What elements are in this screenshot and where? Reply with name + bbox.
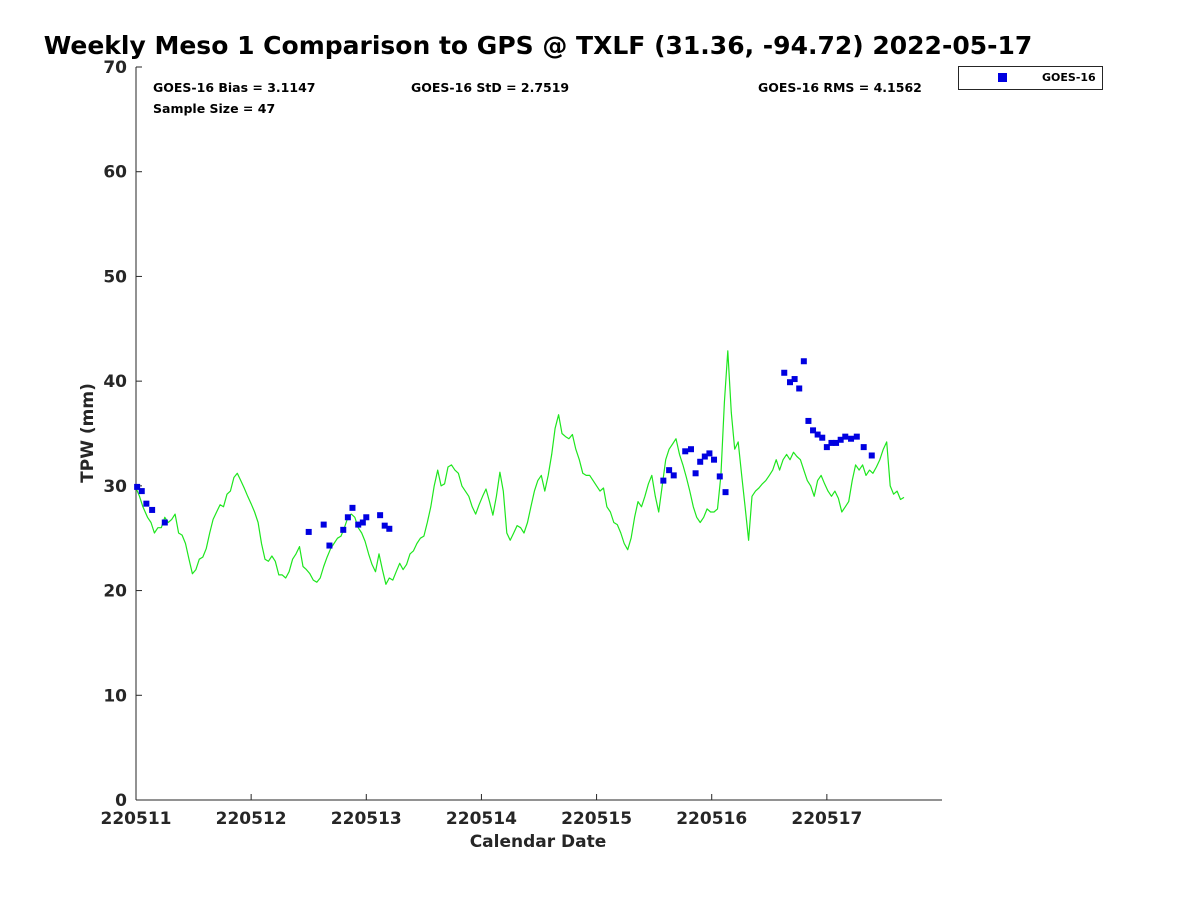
- goes16-data-point: [833, 439, 840, 446]
- plot-area: [135, 67, 942, 801]
- goes16-data-point: [697, 458, 704, 465]
- goes16-data-point: [791, 376, 798, 383]
- goes16-data-point: [363, 514, 370, 521]
- y-tick-label: 10: [103, 686, 127, 706]
- y-tick-label: 30: [103, 477, 127, 497]
- goes16-data-point: [320, 521, 327, 528]
- goes16-data-point: [787, 379, 794, 386]
- goes16-data-point: [340, 526, 347, 533]
- goes16-data-point: [138, 488, 145, 495]
- y-tick-label: 20: [103, 582, 127, 602]
- goes16-data-point: [853, 433, 860, 440]
- series-layer: [134, 350, 905, 585]
- goes16-data-point: [149, 506, 156, 513]
- goes16-data-point: [143, 500, 150, 507]
- x-axis-label: Calendar Date: [470, 832, 607, 852]
- goes16-data-point: [848, 435, 855, 442]
- y-tick-label: 60: [103, 163, 127, 183]
- plot-background: [136, 67, 942, 800]
- goes16-data-point: [326, 542, 333, 549]
- y-tick-label: 50: [103, 267, 127, 287]
- goes16-data-point: [800, 358, 807, 365]
- goes16-data-point: [670, 472, 677, 479]
- goes16-data-point: [716, 473, 723, 480]
- goes16-data-point: [355, 521, 362, 528]
- y-axis-label: TPW (mm): [78, 383, 98, 483]
- x-tick-label: 220512: [216, 809, 287, 829]
- legend-box: [958, 66, 1103, 90]
- bias-stat: GOES-16 Bias = 3.1147: [153, 80, 315, 95]
- y-axis-ticks: 0 10 20 30 40 50 60 70: [103, 58, 142, 811]
- goes16-data-point: [687, 446, 694, 453]
- y-tick-label: 0: [115, 791, 127, 811]
- goes16-data-point: [814, 431, 821, 438]
- goes16-data-point: [660, 477, 667, 484]
- goes16-data-point: [828, 439, 835, 446]
- goes16-data-point: [810, 427, 817, 434]
- goes16-data-point: [781, 369, 788, 376]
- goes16-data-point: [868, 452, 875, 459]
- chart-title: Weekly Meso 1 Comparison to GPS @ TXLF (…: [44, 31, 1033, 60]
- goes16-data-point: [819, 434, 826, 441]
- goes16-data-point: [692, 470, 699, 477]
- goes16-data-point: [349, 504, 356, 511]
- x-tick-label: 220515: [561, 809, 632, 829]
- goes16-data-point: [305, 528, 312, 535]
- legend: GOES-16: [958, 66, 1103, 90]
- x-tick-label: 220516: [676, 809, 747, 829]
- goes16-data-point: [666, 467, 673, 474]
- goes16-data-point: [842, 433, 849, 440]
- goes16-data-point: [701, 453, 708, 460]
- goes16-data-point: [134, 483, 141, 490]
- goes16-data-point: [381, 522, 388, 529]
- x-tick-label: 220511: [101, 809, 172, 829]
- goes16-data-point: [823, 444, 830, 451]
- goes16-data-point: [722, 489, 729, 496]
- legend-label-goes16: GOES-16: [1042, 71, 1096, 84]
- x-axis-ticks: 220511 220512 220513 220514 220515 220516 2205…: [101, 794, 862, 829]
- y-tick-label: 40: [103, 372, 127, 392]
- legend-marker-goes16: [998, 73, 1007, 82]
- x-tick-label: 220513: [331, 809, 402, 829]
- gps-series-line: [135, 350, 905, 585]
- goes16-data-point: [377, 512, 384, 519]
- goes16-data-point: [711, 456, 718, 463]
- goes16-data-point: [837, 436, 844, 443]
- statistics-annotations: GOES-16 Bias = 3.1147 GOES-16 StD = 2.75…: [153, 80, 922, 116]
- y-tick-label: 70: [103, 58, 127, 78]
- goes16-data-point: [359, 519, 366, 526]
- goes16-data-point: [860, 444, 867, 451]
- goes16-data-point: [682, 448, 689, 455]
- goes16-data-point: [706, 450, 713, 457]
- goes16-data-point: [161, 519, 168, 526]
- goes16-data-point: [796, 385, 803, 392]
- goes16-data-point: [386, 525, 393, 532]
- rms-stat: GOES-16 RMS = 4.1562: [758, 80, 922, 95]
- goes16-data-point: [344, 514, 351, 521]
- std-stat: GOES-16 StD = 2.7519: [411, 80, 569, 95]
- goes16-data-point: [805, 417, 812, 424]
- x-tick-label: 220517: [791, 809, 862, 829]
- sample-size-stat: Sample Size = 47: [153, 101, 275, 116]
- x-tick-label: 220514: [446, 809, 517, 829]
